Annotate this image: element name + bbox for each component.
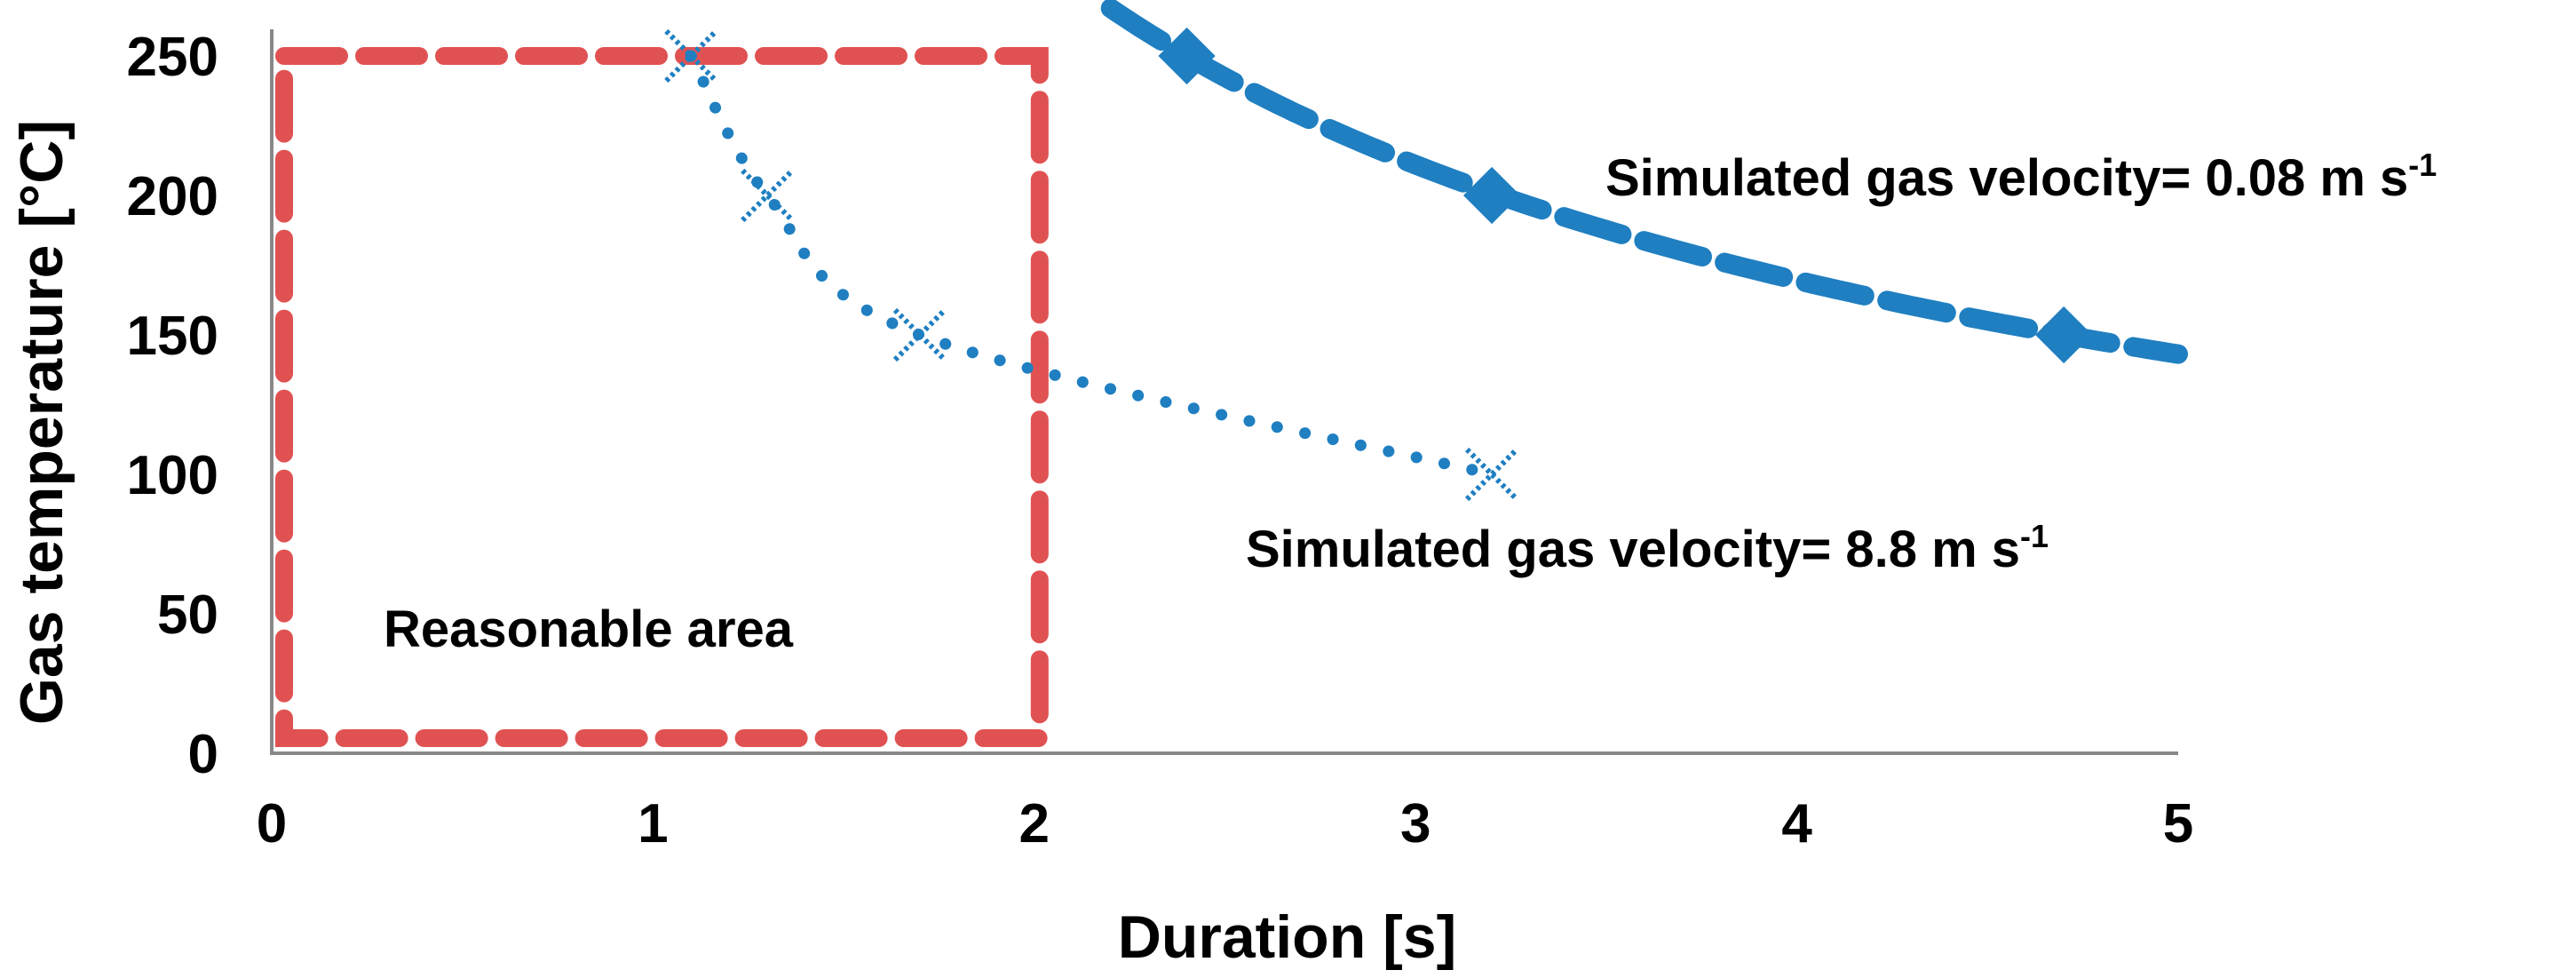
annotation-slow-text: Simulated gas velocity= 0.08 m s: [1605, 149, 2408, 207]
series-slow-velocity: [1100, 0, 2188, 364]
marker-x-stroke: [664, 28, 718, 83]
series-layer: [664, 0, 2188, 502]
annotation-slow-superscript: -1: [2408, 147, 2437, 183]
series-slow-trend-line: [1100, 0, 2188, 364]
annotation-fast-velocity: Simulated gas velocity= 8.8 m s-1: [1246, 518, 2049, 578]
reasonable-area-region: [275, 47, 1049, 747]
y-tick-label: 150: [127, 306, 218, 367]
x-tick-label: 4: [1781, 793, 1812, 855]
data-point-fast: [1464, 447, 1519, 502]
x-tick-label: 3: [1400, 793, 1431, 855]
marker-x-stroke: [741, 168, 795, 223]
y-tick-label: 0: [188, 724, 218, 785]
annotation-fast-superscript: -1: [2020, 518, 2049, 554]
marker-x-stroke: [1464, 447, 1519, 502]
y-tick-label: 250: [127, 27, 218, 88]
data-point-slow: [2035, 306, 2093, 364]
region-layer: [275, 47, 1049, 747]
annotation-fast-text: Simulated gas velocity= 8.8 m s: [1246, 521, 2020, 578]
series-fast-trend-line: [685, 50, 1498, 481]
data-point-slow: [1462, 166, 1521, 225]
y-tick-label: 100: [127, 445, 218, 506]
data-point-fast: [664, 28, 718, 83]
annotation-slow-velocity: Simulated gas velocity= 0.08 m s-1: [1605, 147, 2437, 207]
x-tick-label: 5: [2163, 793, 2193, 855]
marker-x-stroke: [664, 28, 718, 83]
marker-x-stroke: [892, 307, 947, 362]
data-point-slow: [1158, 27, 1216, 85]
x-axis-title: Duration [s]: [1118, 903, 1457, 971]
data-point-fast: [741, 168, 795, 223]
y-tick-label: 200: [127, 166, 218, 227]
data-point-fast: [892, 307, 947, 362]
annotation-reasonable-area: Reasonable area: [384, 600, 794, 658]
x-tick-label: 2: [1019, 793, 1050, 855]
x-tick-label: 0: [257, 793, 287, 855]
axes: [270, 29, 2178, 755]
marker-x-stroke: [741, 168, 795, 223]
series-fast-velocity: [664, 28, 1519, 502]
y-tick-label: 50: [157, 584, 218, 646]
x-tick-label: 1: [638, 793, 668, 855]
marker-x-stroke: [892, 307, 947, 362]
y-axis-title: Gas temperature [°C]: [8, 120, 75, 725]
marker-x-stroke: [1464, 447, 1519, 502]
